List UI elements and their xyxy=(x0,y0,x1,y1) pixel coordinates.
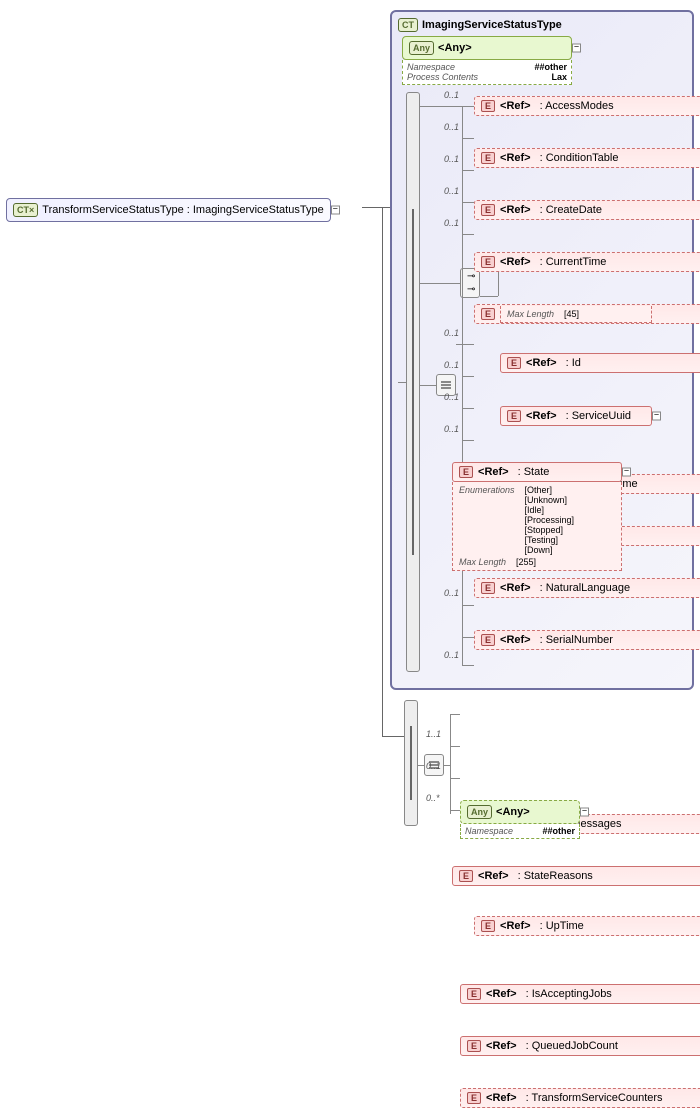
ref-label: <Ref> xyxy=(500,100,531,112)
ct-badge: CT× xyxy=(13,203,38,217)
collapse-icon[interactable]: − xyxy=(331,206,340,215)
any-badge: Any xyxy=(409,41,434,55)
connector xyxy=(450,778,460,779)
ref-state[interactable]: E <Ref> : State − xyxy=(452,462,622,482)
connector xyxy=(450,714,460,715)
ref-serial-number[interactable]: E <Ref> : SerialNumber + xyxy=(474,630,700,650)
ref-up-time[interactable]: E <Ref> : UpTime + xyxy=(474,916,700,936)
cardinality: 0..1 xyxy=(444,588,459,598)
connector xyxy=(382,207,390,208)
choice-compositor[interactable] xyxy=(460,268,480,298)
any-badge: Any xyxy=(467,805,492,819)
container-header: CT ImagingServiceStatusType xyxy=(398,18,686,32)
state-details: Enumerations[Other][Unknown][Idle][Proce… xyxy=(452,482,622,571)
cardinality: 1..1 xyxy=(426,729,441,739)
connector xyxy=(480,296,498,297)
container-title: ImagingServiceStatusType xyxy=(422,19,562,31)
ref-queued-job-count[interactable]: E <Ref> : QueuedJobCount + xyxy=(460,1036,700,1056)
cardinality: 0..* xyxy=(426,793,440,803)
connector xyxy=(456,344,474,345)
collapse-icon[interactable]: − xyxy=(652,412,661,421)
cardinality: 0..1 xyxy=(444,218,459,228)
cardinality: 0..1 xyxy=(444,650,459,660)
cardinality: 0..1 xyxy=(444,154,459,164)
connector xyxy=(382,207,383,736)
collapse-icon[interactable]: − xyxy=(572,44,581,53)
connector xyxy=(382,736,404,737)
uuid-details: Max Length[45] xyxy=(500,306,652,323)
connector xyxy=(398,382,406,383)
connector xyxy=(444,765,450,766)
cardinality: 0..1 xyxy=(444,122,459,132)
connector xyxy=(462,234,474,235)
cardinality: 0..1 xyxy=(444,186,459,196)
sequence-compositor-outer[interactable] xyxy=(404,700,418,826)
ct-badge: CT xyxy=(398,18,418,32)
connector xyxy=(462,138,474,139)
any-details: Namespace##other Process ContentsLax xyxy=(402,60,572,85)
cardinality: 0..1 xyxy=(444,424,459,434)
collapse-icon[interactable]: − xyxy=(580,808,589,817)
connector xyxy=(462,440,474,441)
cardinality: 0..1 xyxy=(444,328,459,338)
connector xyxy=(462,376,474,377)
root-label: TransformServiceStatusType : ImagingServ… xyxy=(42,204,323,216)
sequence-compositor[interactable] xyxy=(406,92,420,672)
any-details: Namespace##other xyxy=(460,824,580,839)
connector xyxy=(462,637,474,638)
ref-name: : AccessModes xyxy=(540,100,614,112)
root-type-box[interactable]: CT× TransformServiceStatusType : Imaging… xyxy=(6,198,331,222)
ref-create-date[interactable]: E <Ref> : CreateDate + xyxy=(474,200,700,220)
ref-id[interactable]: E <Ref> : Id + xyxy=(500,353,700,373)
connector xyxy=(462,344,463,385)
cardinality: 0..1 xyxy=(444,90,459,100)
connector xyxy=(450,714,451,814)
connector xyxy=(462,170,474,171)
any-label: <Any> xyxy=(438,42,472,54)
connector xyxy=(362,207,382,208)
ref-state-reasons[interactable]: E <Ref> : StateReasons + xyxy=(452,866,700,886)
e-badge: E xyxy=(481,100,495,112)
connector xyxy=(418,765,424,766)
connector xyxy=(462,408,474,409)
connector xyxy=(420,283,460,284)
connector xyxy=(462,665,474,666)
cardinality: 0..1 xyxy=(426,761,441,771)
connector xyxy=(450,810,460,811)
cardinality: 0..1 xyxy=(444,360,459,370)
connector xyxy=(462,202,474,203)
any-element-bottom[interactable]: Any <Any> − Namespace##other xyxy=(460,800,580,824)
ref-service-uuid[interactable]: E <Ref> : ServiceUuid − xyxy=(500,406,652,426)
ref-current-time[interactable]: E <Ref> : CurrentTime + xyxy=(474,252,700,272)
cardinality: 0..1 xyxy=(444,392,459,402)
connector xyxy=(462,605,474,606)
connector xyxy=(420,385,436,386)
collapse-icon[interactable]: − xyxy=(622,468,631,477)
ref-transform-service-counters[interactable]: E <Ref> : TransformServiceCounters + xyxy=(460,1088,700,1108)
ref-access-modes[interactable]: E <Ref> : AccessModes + xyxy=(474,96,700,116)
connector xyxy=(420,106,474,107)
any-element-top[interactable]: Any <Any> − Namespace##other Process Con… xyxy=(402,36,572,60)
connector xyxy=(450,746,460,747)
ref-natural-language[interactable]: E <Ref> : NaturalLanguage + xyxy=(474,578,700,598)
ref-condition-table[interactable]: E <Ref> : ConditionTable + xyxy=(474,148,700,168)
ref-is-accepting-jobs[interactable]: E <Ref> : IsAcceptingJobs + xyxy=(460,984,700,1004)
e-badge: E xyxy=(481,152,495,164)
